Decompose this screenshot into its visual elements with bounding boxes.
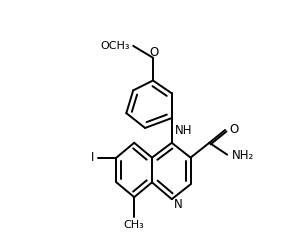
- Text: O: O: [229, 124, 238, 136]
- Text: NH₂: NH₂: [232, 149, 254, 162]
- Text: N: N: [174, 198, 182, 211]
- Text: NH: NH: [175, 124, 192, 137]
- Text: I: I: [91, 151, 95, 164]
- Text: O: O: [149, 46, 159, 59]
- Text: CH₃: CH₃: [124, 220, 145, 230]
- Text: OCH₃: OCH₃: [101, 41, 130, 51]
